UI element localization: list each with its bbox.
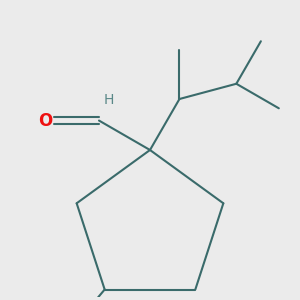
Text: H: H (103, 92, 114, 106)
Text: O: O (39, 112, 53, 130)
